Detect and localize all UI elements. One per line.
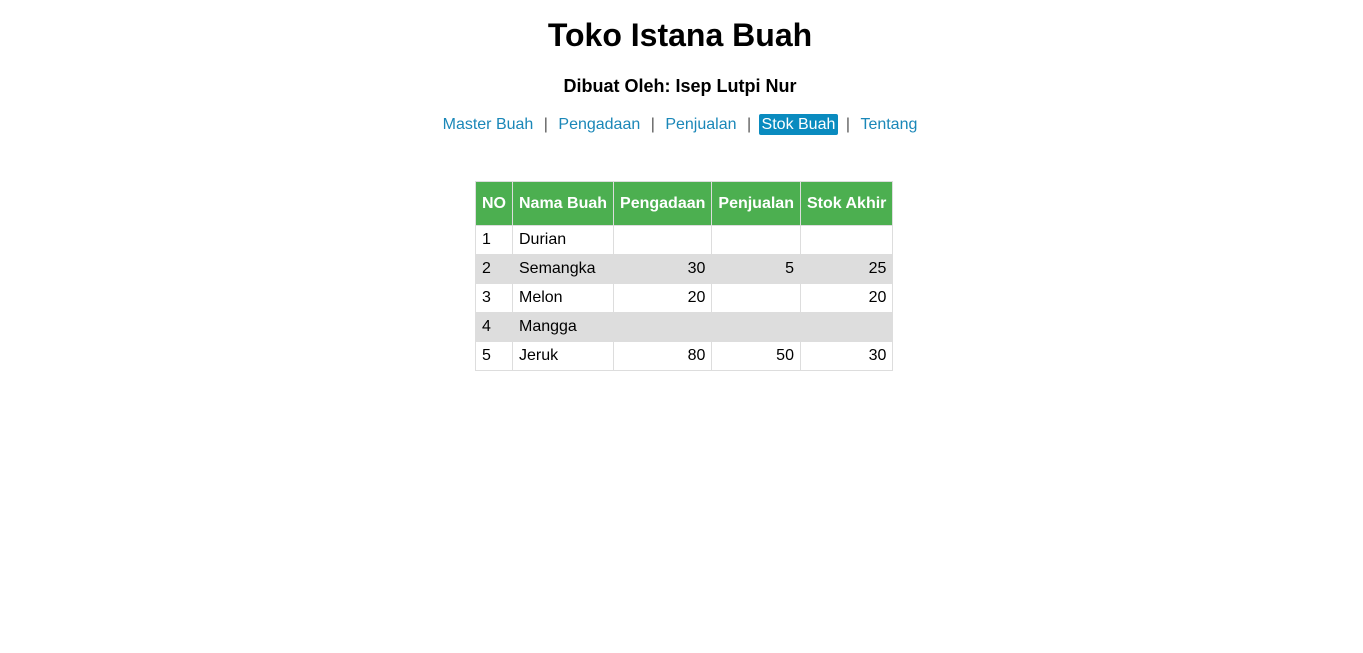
cell-stok-akhir: 20: [799, 283, 894, 313]
cell-pengadaan: [613, 312, 713, 342]
table-header-row: NO Nama Buah Pengadaan Penjualan Stok Ak…: [475, 181, 894, 226]
cell-pengadaan: 20: [613, 283, 713, 313]
cell-pengadaan: [613, 225, 713, 255]
table-row: 3 Melon 20 20: [475, 283, 894, 313]
stock-table: NO Nama Buah Pengadaan Penjualan Stok Ak…: [475, 181, 894, 371]
nav-separator: |: [845, 116, 850, 133]
nav-link-pengadaan[interactable]: Pengadaan: [558, 116, 641, 133]
cell-no: 5: [475, 341, 513, 371]
cell-no: 1: [475, 225, 513, 255]
column-header-penjualan: Penjualan: [711, 181, 801, 226]
cell-stok-akhir: 25: [799, 254, 894, 284]
cell-nama-buah: Mangga: [511, 312, 615, 342]
page-subtitle: Dibuat Oleh: Isep Lutpi Nur: [563, 76, 797, 96]
table-row: 4 Mangga: [475, 312, 894, 342]
column-header-stok-akhir: Stok Akhir: [799, 181, 894, 226]
cell-nama-buah: Durian: [511, 225, 615, 255]
table-row: 2 Semangka 30 5 25: [475, 254, 894, 284]
cell-pengadaan: 80: [613, 341, 713, 371]
cell-penjualan: 50: [711, 341, 801, 371]
cell-penjualan: [711, 283, 801, 313]
cell-no: 4: [475, 312, 513, 342]
nav-link-master-buah[interactable]: Master Buah: [442, 116, 534, 133]
column-header-nama-buah: Nama Buah: [511, 181, 615, 226]
cell-no: 3: [475, 283, 513, 313]
table-row: 5 Jeruk 80 50 30: [475, 341, 894, 371]
nav-link-tentang[interactable]: Tentang: [860, 116, 918, 133]
cell-penjualan: 5: [711, 254, 801, 284]
nav-separator: |: [650, 116, 655, 133]
cell-stok-akhir: 30: [799, 341, 894, 371]
table-row: 1 Durian: [475, 225, 894, 255]
nav-separator: |: [543, 116, 548, 133]
column-header-no: NO: [475, 181, 513, 226]
cell-no: 2: [475, 254, 513, 284]
cell-nama-buah: Jeruk: [511, 341, 615, 371]
cell-nama-buah: Melon: [511, 283, 615, 313]
cell-pengadaan: 30: [613, 254, 713, 284]
cell-penjualan: [711, 225, 801, 255]
cell-penjualan: [711, 312, 801, 342]
page-title: Toko Istana Buah: [547, 17, 813, 53]
nav-link-penjualan[interactable]: Penjualan: [665, 116, 737, 133]
cell-stok-akhir: [799, 312, 894, 342]
cell-nama-buah: Semangka: [511, 254, 615, 284]
nav-separator: |: [746, 116, 752, 133]
nav-bar: Master Buah | Pengadaan | Penjualan | St…: [0, 113, 1360, 137]
nav-link-stok-buah[interactable]: Stok Buah: [758, 114, 839, 135]
column-header-pengadaan: Pengadaan: [613, 181, 713, 226]
cell-stok-akhir: [799, 225, 894, 255]
